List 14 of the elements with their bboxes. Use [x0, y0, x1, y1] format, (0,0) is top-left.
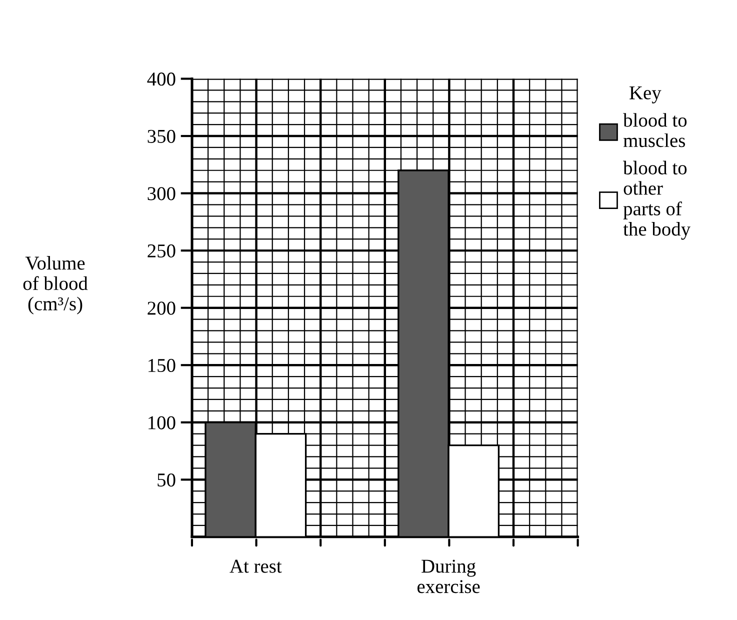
x-tick-label: During exercise: [417, 560, 480, 594]
y-axis-title: Volume of blood (cm³/s): [23, 256, 88, 314]
y-tick-label: 200: [148, 302, 176, 315]
x-tick-label: At rest: [230, 560, 282, 573]
y-tick-label: 350: [148, 130, 176, 143]
legend-title: Key: [630, 86, 662, 104]
legend-label: blood to other parts of the body: [623, 160, 690, 240]
y-tick-label: 100: [148, 416, 176, 430]
y-tick-label: 150: [148, 358, 176, 372]
y-tick-label: 50: [158, 473, 176, 487]
y-tick-label: 400: [147, 72, 176, 86]
y-tick-label: 250: [148, 244, 176, 258]
y-tick-label: 300: [148, 187, 176, 200]
legend-label: blood to muscles: [623, 113, 687, 148]
